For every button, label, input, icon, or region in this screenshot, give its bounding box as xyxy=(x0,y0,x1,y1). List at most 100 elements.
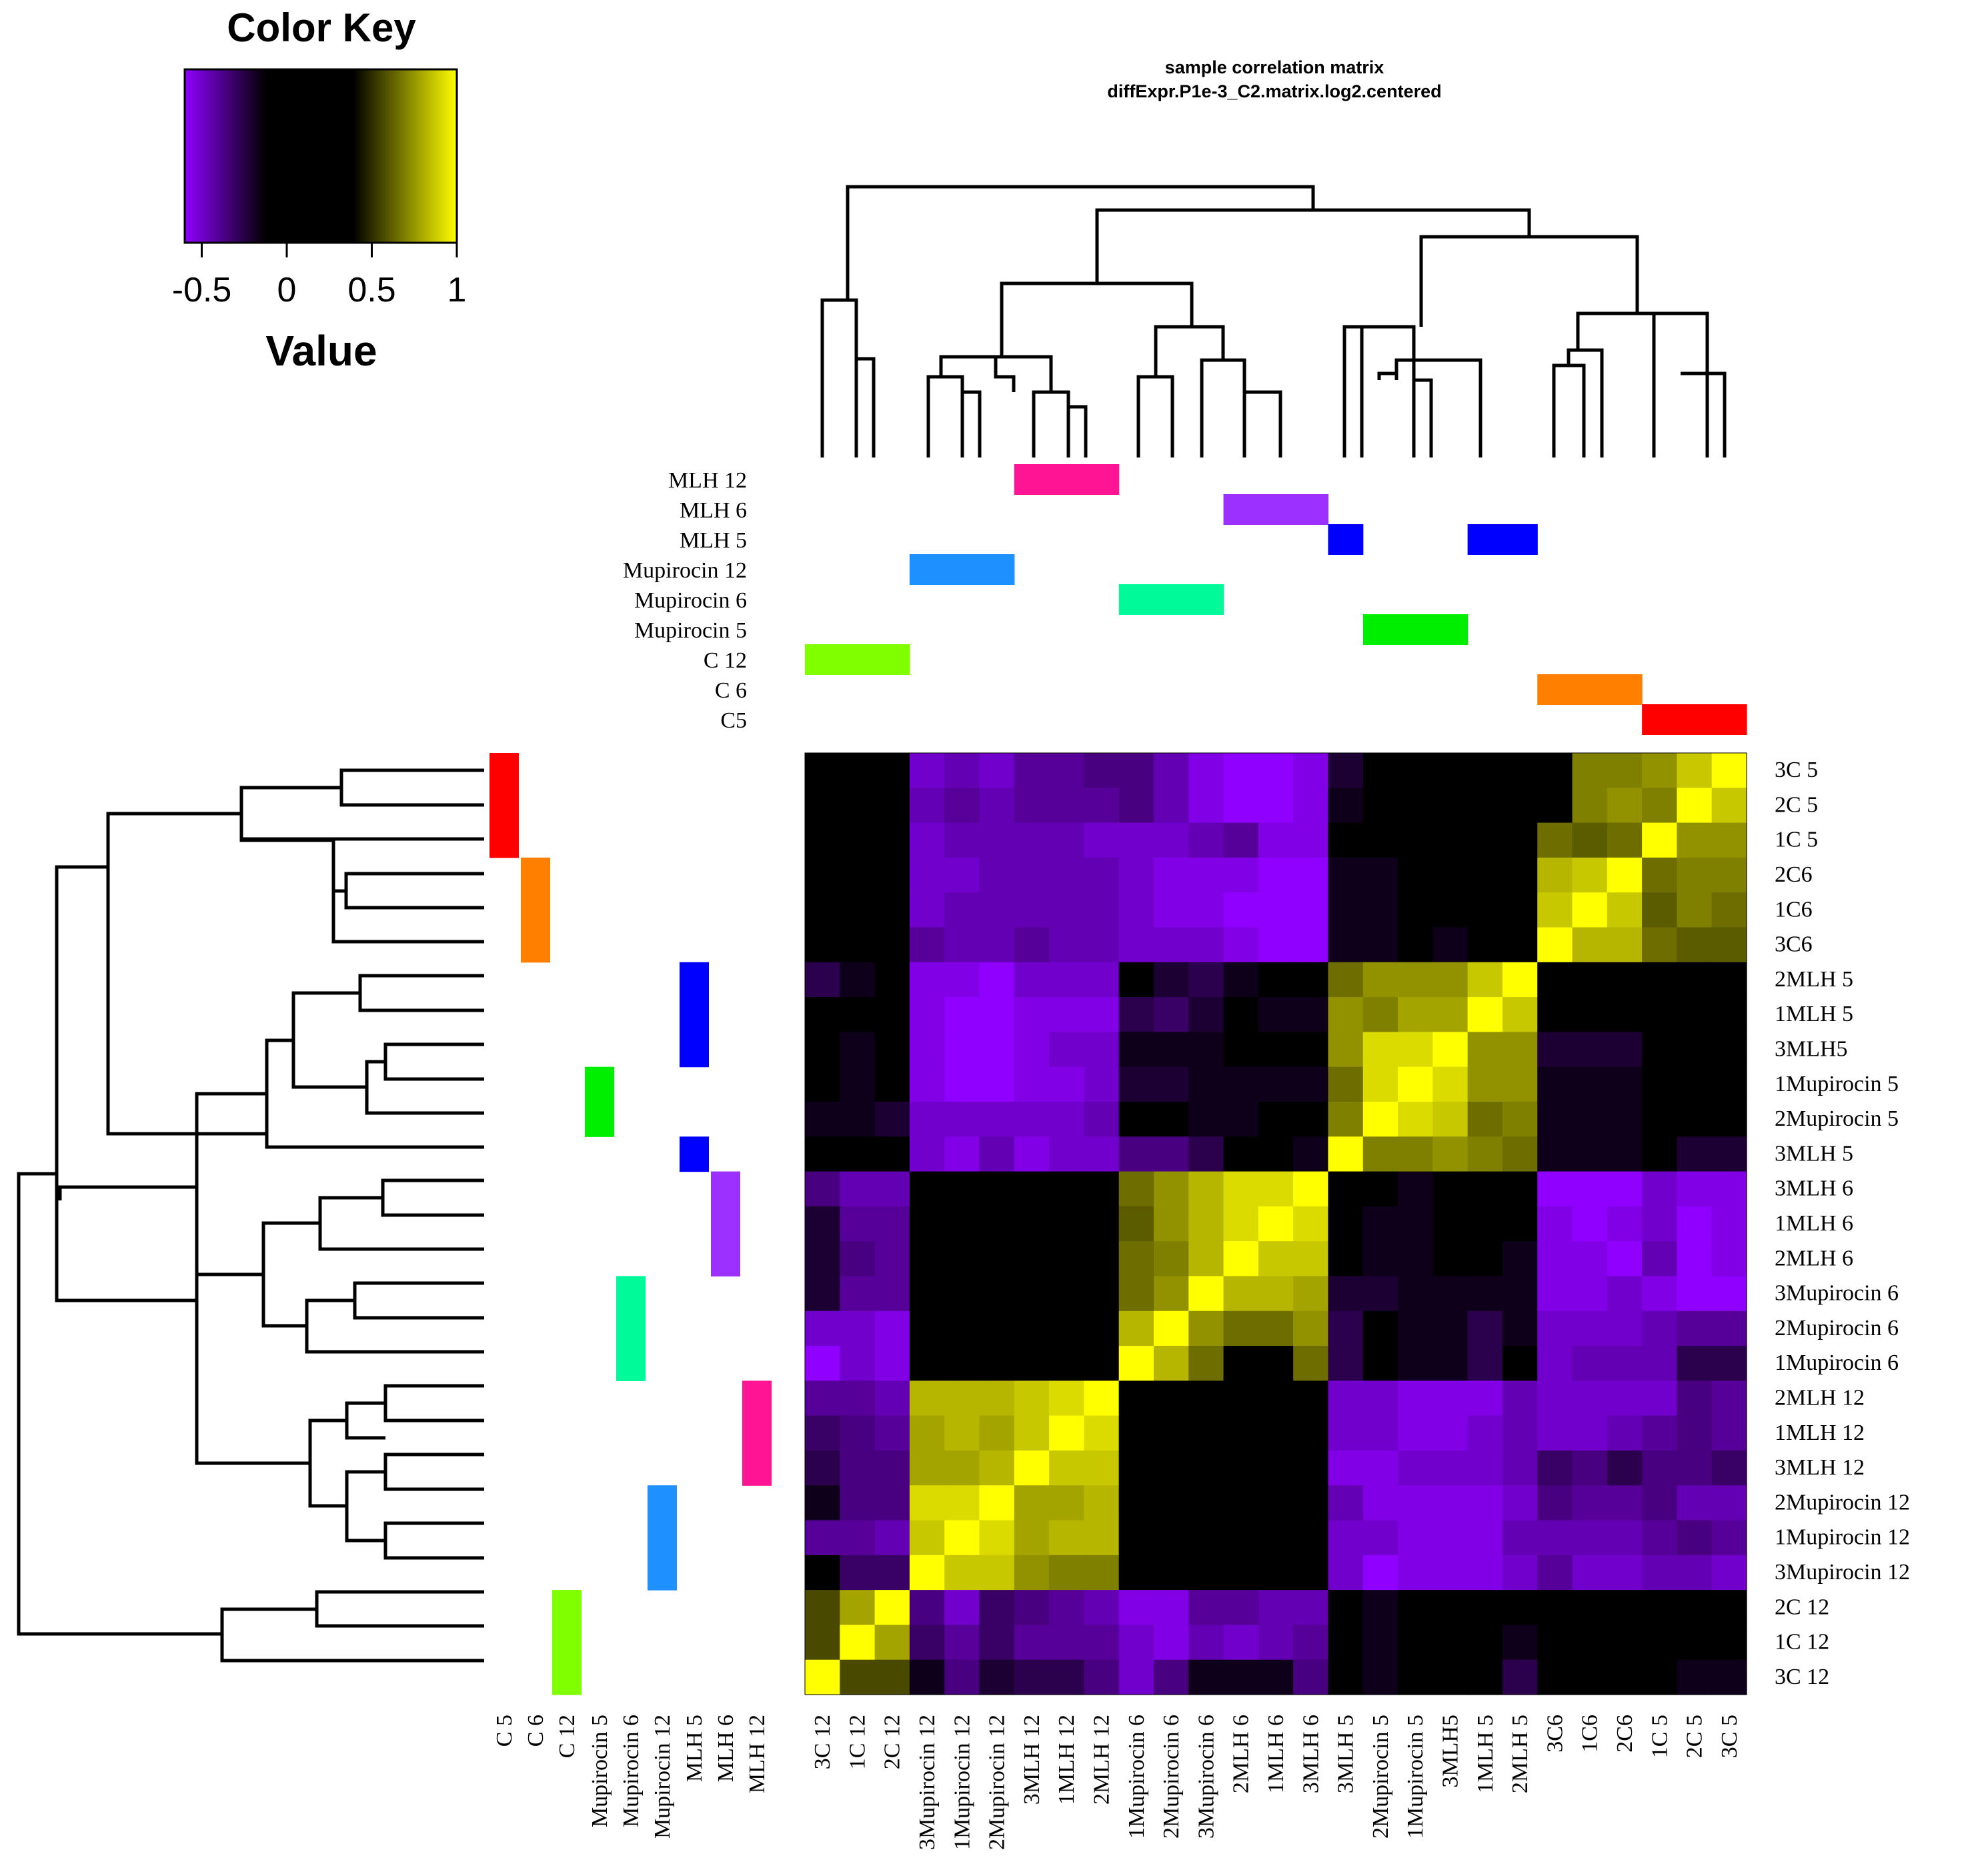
heatmap-cell xyxy=(979,1590,1015,1626)
heatmap-cell xyxy=(1014,788,1050,824)
heatmap-cell xyxy=(1049,1171,1084,1207)
heatmap-cell xyxy=(1711,822,1747,858)
heatmap-cell xyxy=(1607,822,1643,858)
heatmap-cell xyxy=(909,1171,945,1207)
heatmap-cell xyxy=(840,997,876,1032)
heatmap-cell xyxy=(1258,1101,1294,1137)
side-group-label: MLH 6 xyxy=(714,1715,738,1782)
heatmap-cell xyxy=(1607,1310,1643,1346)
heatmap-cell xyxy=(1153,1346,1189,1381)
group-bar xyxy=(1467,524,1503,555)
heatmap-cell xyxy=(1223,788,1259,824)
heatmap-cell xyxy=(1432,1415,1468,1451)
heatmap-cell xyxy=(1502,1590,1538,1626)
heatmap-cell xyxy=(1432,753,1468,788)
heatmap-cell xyxy=(1607,1415,1643,1451)
heatmap-cell xyxy=(1223,997,1259,1032)
heatmap-cell xyxy=(1677,1625,1713,1661)
heatmap-cell xyxy=(1677,1032,1713,1068)
heatmap-cell xyxy=(979,1241,1015,1277)
heatmap-cell xyxy=(1502,1625,1538,1661)
heatmap-cell xyxy=(1049,1241,1084,1277)
heatmap-cell xyxy=(1014,1136,1050,1172)
heatmap-cell xyxy=(1153,1032,1189,1068)
heatmap-cell xyxy=(874,1310,910,1346)
heatmap-cell xyxy=(1607,1520,1643,1556)
group-bar xyxy=(979,554,1015,585)
heatmap-cell xyxy=(1572,1310,1608,1346)
row-label: 3Mupirocin 6 xyxy=(1775,1281,1899,1306)
heatmap-cell xyxy=(979,997,1015,1032)
heatmap-cell xyxy=(1258,1032,1294,1068)
color-key-tick-label: -0.5 xyxy=(172,271,232,309)
heatmap-cell xyxy=(944,1032,980,1068)
heatmap-cell xyxy=(1537,753,1573,788)
heatmap-cell xyxy=(944,1346,980,1381)
heatmap-cell xyxy=(1223,1590,1259,1626)
heatmap-cell xyxy=(1362,1380,1398,1417)
heatmap-cell xyxy=(874,1032,910,1068)
heatmap-cell xyxy=(909,1276,945,1312)
heatmap-cell xyxy=(1537,1310,1573,1346)
heatmap-cell xyxy=(874,1590,910,1626)
heatmap-cell xyxy=(1502,927,1538,963)
heatmap-cell xyxy=(1014,1485,1050,1521)
heatmap-cell xyxy=(1607,1625,1643,1661)
heatmap-cell xyxy=(944,1310,980,1346)
heatmap-cell xyxy=(1607,1346,1643,1381)
heatmap-cell xyxy=(805,997,840,1032)
heatmap-cell xyxy=(1467,1520,1503,1556)
heatmap-cell xyxy=(1328,1101,1364,1137)
heatmap-cell xyxy=(1084,1485,1120,1521)
heatmap-cell xyxy=(874,997,910,1032)
heatmap-cell xyxy=(1153,1450,1189,1486)
column-labels: 3C 12 1C 12 2C 12 3Mupirocin 12 1Mupirocin 1… xyxy=(810,1715,1742,1850)
heatmap-cell xyxy=(1467,1555,1503,1591)
heatmap-cell xyxy=(1537,1659,1573,1695)
heatmap-cell xyxy=(909,1310,945,1346)
heatmap-cell xyxy=(1328,788,1364,824)
heatmap-cell xyxy=(1328,753,1364,788)
heatmap-cell xyxy=(1467,1450,1503,1486)
row-label: 1Mupirocin 5 xyxy=(1775,1072,1899,1096)
heatmap-cell xyxy=(1502,1136,1538,1172)
heatmap-cell xyxy=(1328,1241,1364,1277)
heatmap-cell xyxy=(909,1590,945,1626)
heatmap-cell xyxy=(944,927,980,963)
heatmap-cell xyxy=(1014,1101,1050,1137)
heatmap-cell xyxy=(1711,1380,1747,1417)
heatmap-cell xyxy=(944,753,980,788)
heatmap-cell xyxy=(1153,1555,1189,1591)
side-group-bar xyxy=(680,1032,709,1068)
heatmap-cell xyxy=(1153,927,1189,963)
heatmap-cell xyxy=(1537,1241,1573,1277)
side-group-bar xyxy=(552,1659,582,1695)
heatmap-cell xyxy=(840,1171,876,1207)
heatmap-cell xyxy=(1188,892,1224,928)
heatmap-cell xyxy=(1223,1450,1259,1486)
group-bar xyxy=(1607,674,1643,705)
heatmap-cell xyxy=(1398,1520,1433,1556)
heatmap-cell xyxy=(1572,1625,1608,1661)
heatmap-cell xyxy=(1677,1380,1713,1417)
heatmap-cell xyxy=(1362,1241,1398,1277)
heatmap-cell xyxy=(1572,1415,1608,1451)
heatmap-cell xyxy=(1362,1659,1398,1695)
heatmap-cell xyxy=(979,1659,1015,1695)
side-group-label: Mupirocin 6 xyxy=(619,1715,644,1827)
heatmap-cell xyxy=(1258,1310,1294,1346)
heatmap-cell xyxy=(944,857,980,893)
heatmap-cell xyxy=(1572,1590,1608,1626)
heatmap-cell xyxy=(1467,962,1503,998)
heatmap-cell xyxy=(1398,997,1433,1032)
heatmap-cell xyxy=(1398,857,1433,893)
heatmap-cell xyxy=(944,1450,980,1486)
heatmap-cell xyxy=(1223,1136,1259,1172)
heatmap-cell xyxy=(1049,1450,1084,1486)
group-bar xyxy=(1642,704,1678,735)
heatmap-cell xyxy=(1084,1136,1120,1172)
heatmap-cell xyxy=(1502,788,1538,824)
heatmap-cell xyxy=(1049,1206,1084,1242)
heatmap-cell xyxy=(1014,822,1050,858)
side-group-bar xyxy=(648,1485,677,1521)
